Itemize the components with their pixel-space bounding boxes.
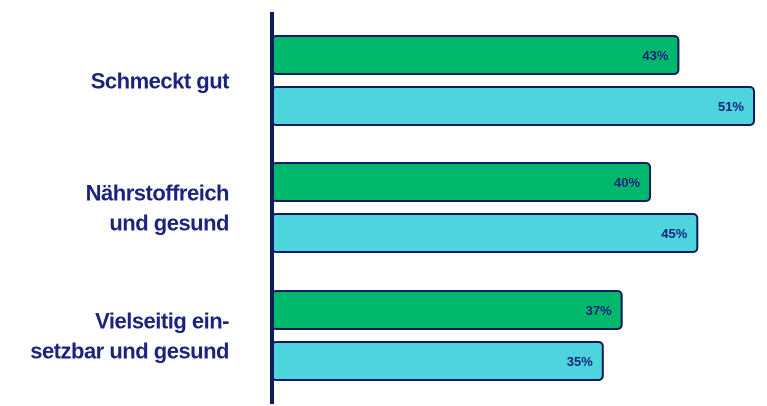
category-label-line: Nährstoffreich: [86, 181, 229, 206]
category-label: Vielseitig ein-setzbar und gesund: [30, 309, 229, 364]
category-label-line: Schmeckt gut: [91, 69, 230, 94]
category-label-line: setzbar und gesund: [30, 339, 229, 364]
bars-layer: 43% 51% 40% 45% 37% 35%: [271, 35, 755, 381]
category-label-line: Vielseitig ein-: [95, 309, 229, 334]
bar-2-series-1: [271, 162, 652, 202]
bar-value-label: 37%: [586, 303, 612, 318]
category-label: Schmeckt gut: [91, 69, 230, 94]
bar-1-series-2: [271, 86, 755, 126]
bar-3-series-1: [271, 290, 623, 330]
category-labels-layer: Schmeckt gut Nährstoffreich und gesund Viel…: [30, 69, 230, 364]
category-label: Nährstoffreich und gesund: [86, 181, 229, 236]
bar-2-series-2: [271, 213, 699, 253]
bar-value-label: 51%: [718, 99, 744, 114]
category-label-line: und gesund: [109, 211, 229, 236]
bar-3-series-2: [271, 341, 604, 381]
bar-value-label: 45%: [661, 226, 687, 241]
bar-value-label: 43%: [642, 48, 668, 63]
bar-value-label: 40%: [614, 175, 640, 190]
bar-1-series-1: [271, 35, 680, 75]
bar-value-label: 35%: [567, 354, 593, 369]
